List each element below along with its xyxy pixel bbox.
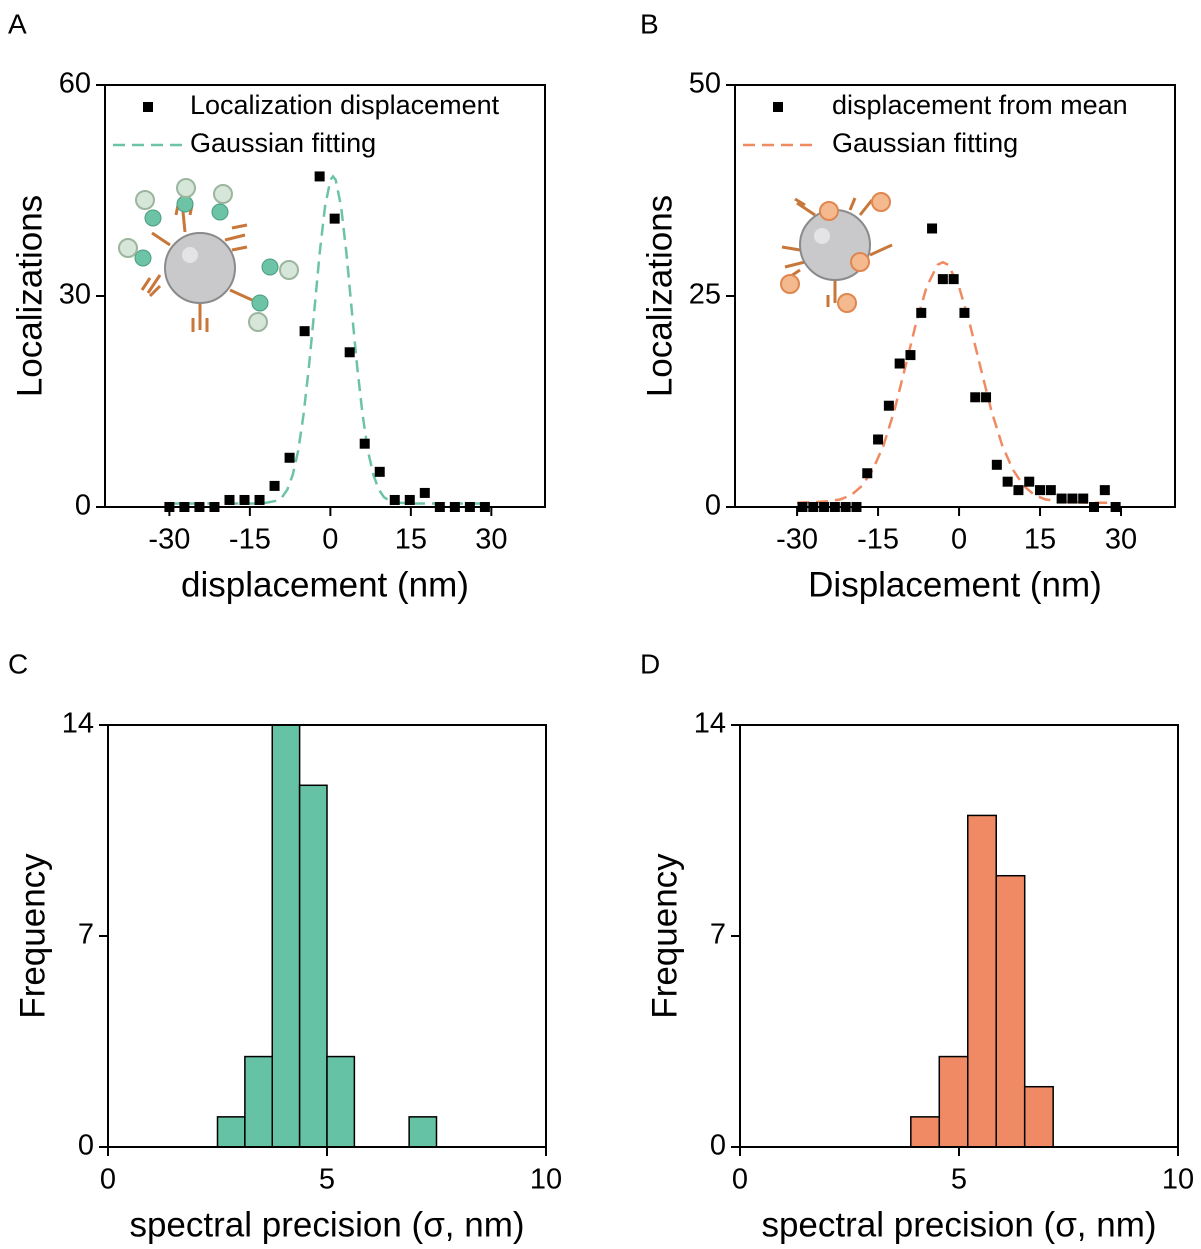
x-axis-title: Displacement (nm) <box>808 565 1102 604</box>
data-point <box>883 400 894 411</box>
x-tick-label: 5 <box>319 1164 335 1196</box>
illustration-a <box>118 178 299 332</box>
y-axis-title: Localizations <box>640 195 679 397</box>
data-point <box>224 494 235 505</box>
histogram-bar <box>408 1116 438 1148</box>
legend-label: Gaussian fitting <box>832 128 1018 158</box>
data-point <box>1002 476 1013 487</box>
legend-label: displacement from mean <box>832 90 1128 120</box>
data-point <box>981 392 992 403</box>
x-tick-label: 30 <box>1105 524 1137 556</box>
y-tick-label: 14 <box>62 708 94 740</box>
x-tick-label: 15 <box>1024 524 1056 556</box>
y-axis-title: Frequency <box>645 853 684 1019</box>
legend-marker <box>773 102 783 112</box>
y-tick-label: 25 <box>689 279 721 311</box>
fit-line <box>169 174 481 505</box>
histogram-bar <box>244 1055 273 1148</box>
data-point <box>862 468 873 479</box>
panel-label: D <box>640 648 660 679</box>
data-point <box>905 350 916 361</box>
data-point <box>254 494 265 505</box>
x-tick-label: 30 <box>475 524 507 556</box>
histogram-bar <box>995 874 1026 1148</box>
data-point <box>269 480 280 491</box>
data-point <box>927 223 938 234</box>
legend-label: Gaussian fitting <box>190 128 376 158</box>
panel-label: A <box>8 8 27 39</box>
data-point <box>959 307 970 318</box>
data-point <box>873 434 884 445</box>
histogram-bar <box>967 814 997 1148</box>
y-axis-title: Localizations <box>10 195 49 397</box>
data-point <box>970 392 981 403</box>
legend-label: Localization displacement <box>190 90 500 120</box>
data-point <box>284 452 295 463</box>
x-tick-label: -15 <box>857 524 899 556</box>
histogram-bar <box>326 1055 356 1148</box>
y-tick-label: 0 <box>78 1130 94 1162</box>
data-point <box>299 326 310 337</box>
data-point <box>389 494 400 505</box>
data-point <box>1035 485 1046 496</box>
x-axis-title: spectral precision (σ, nm) <box>761 1205 1156 1244</box>
x-tick-label: -30 <box>776 524 818 556</box>
data-point <box>404 494 415 505</box>
y-tick-label: 14 <box>694 708 726 740</box>
y-tick-label: 50 <box>689 68 721 100</box>
x-tick-label: 15 <box>395 524 427 556</box>
panel-label: C <box>8 648 28 679</box>
data-point <box>329 213 340 224</box>
data-point <box>894 358 905 369</box>
data-point <box>1024 476 1035 487</box>
y-axis-title: Frequency <box>13 853 52 1019</box>
data-point <box>937 274 948 285</box>
data-point <box>1078 493 1089 504</box>
data-point <box>1013 485 1024 496</box>
data-point <box>1099 485 1110 496</box>
y-tick-label: 7 <box>78 919 94 951</box>
data-point <box>239 494 250 505</box>
legend-marker <box>143 102 153 112</box>
x-axis-title: displacement (nm) <box>181 565 469 604</box>
data-point <box>344 347 355 358</box>
x-tick-label: 10 <box>1162 1164 1194 1196</box>
histogram-bar <box>271 724 301 1148</box>
y-tick-label: 0 <box>75 490 91 522</box>
x-axis-title: spectral precision (σ, nm) <box>129 1205 524 1244</box>
data-point <box>1056 493 1067 504</box>
x-tick-label: 0 <box>951 524 967 556</box>
histogram-bar <box>1023 1085 1054 1148</box>
x-tick-label: 0 <box>100 1164 116 1196</box>
y-tick-label: 0 <box>710 1130 726 1162</box>
x-tick-label: -15 <box>229 524 271 556</box>
x-tick-label: 10 <box>530 1164 562 1196</box>
illustration-b <box>780 192 893 313</box>
histogram-bar <box>298 784 328 1148</box>
x-tick-label: -30 <box>148 524 190 556</box>
histogram-bar <box>938 1055 969 1148</box>
x-tick-label: 5 <box>951 1164 967 1196</box>
fit-line <box>797 260 1111 505</box>
panel-label: B <box>640 8 659 39</box>
data-point <box>374 466 385 477</box>
x-tick-label: 0 <box>322 524 338 556</box>
y-tick-label: 0 <box>705 490 721 522</box>
x-tick-label: 0 <box>732 1164 748 1196</box>
y-tick-label: 7 <box>710 919 726 951</box>
data-point <box>948 274 959 285</box>
data-point <box>359 438 370 449</box>
data-point <box>1045 485 1056 496</box>
data-point <box>991 459 1002 470</box>
data-point <box>916 307 927 318</box>
y-tick-label: 30 <box>59 279 91 311</box>
data-point <box>1067 493 1078 504</box>
histogram-bar <box>910 1116 941 1148</box>
histogram-bar <box>216 1116 246 1148</box>
data-point <box>419 487 430 498</box>
data-point <box>314 171 325 182</box>
y-tick-label: 60 <box>59 68 91 100</box>
